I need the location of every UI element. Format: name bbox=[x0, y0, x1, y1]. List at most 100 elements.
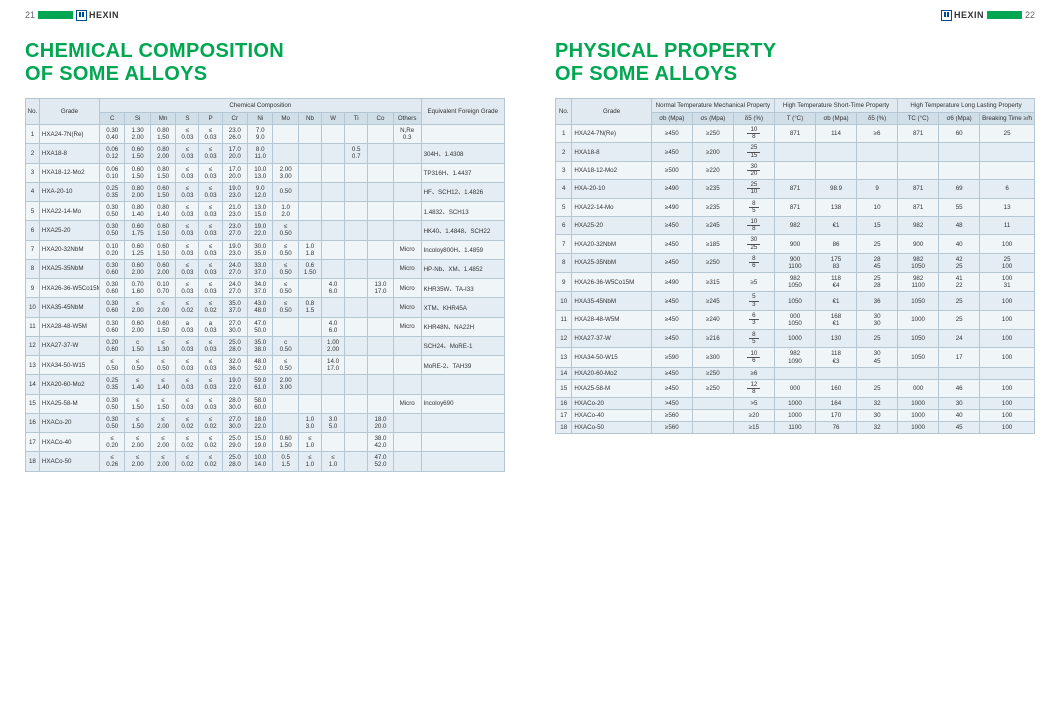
cell-ti bbox=[345, 240, 368, 259]
th-s: S bbox=[176, 113, 199, 125]
cell-os: ≥250 bbox=[692, 379, 733, 397]
cell-equiv: KHR48N、NA22H bbox=[421, 317, 504, 336]
cell-c: 0.300.50 bbox=[100, 202, 125, 221]
cell-tc: 900 bbox=[898, 235, 939, 253]
cell-no: 7 bbox=[556, 235, 572, 253]
cell-d: 36 bbox=[857, 292, 898, 310]
cell-grade: HXA27-37-W bbox=[572, 330, 651, 348]
page-21: 21 HEXIN CHEMICAL COMPOSITION OF SOME AL… bbox=[0, 0, 530, 705]
cell-others bbox=[393, 336, 421, 355]
cell-no: 3 bbox=[556, 161, 572, 179]
cell-equiv bbox=[421, 452, 504, 471]
cell-tc: 1000 bbox=[898, 422, 939, 434]
cell-s: ≤0.03 bbox=[176, 182, 199, 201]
cell-bt: 6 bbox=[980, 180, 1035, 198]
cell-c: 0.300.40 bbox=[100, 125, 125, 144]
cell-others: Micro bbox=[393, 394, 421, 413]
th-grade: Grade bbox=[39, 99, 99, 125]
cell-o: 25 bbox=[939, 292, 980, 310]
th-no: No. bbox=[26, 99, 40, 125]
cell-bt bbox=[980, 367, 1035, 379]
cell-ti bbox=[345, 279, 368, 298]
table-row: 2HXA18-8≥450≥2002515 bbox=[556, 143, 1035, 161]
cell-c: 0.200.60 bbox=[100, 336, 125, 355]
table-row: 7HXA20-32NbM≥450≥1853025900862590040100 bbox=[556, 235, 1035, 253]
cell-ni: 33.037.0 bbox=[248, 259, 273, 278]
cell-ob: ≥450 bbox=[651, 217, 692, 235]
cell-tc: 1050 bbox=[898, 330, 939, 348]
cell-t: 871 bbox=[774, 180, 815, 198]
cell-ni: 10.013.0 bbox=[248, 163, 273, 182]
cell-w: 4.06.0 bbox=[322, 279, 345, 298]
cell-grade: HXACo-40 bbox=[572, 410, 651, 422]
cell-d5: 86 bbox=[733, 253, 774, 272]
cell-os: ≥200 bbox=[692, 143, 733, 161]
cell-o: 60 bbox=[939, 125, 980, 143]
cell-no: 14 bbox=[26, 375, 40, 394]
cell-mn: ≤1.30 bbox=[150, 336, 175, 355]
cell-grade: HXA24-7N(Re) bbox=[39, 125, 99, 144]
cell-c: 0.060.12 bbox=[100, 144, 125, 163]
cell-d: 9 bbox=[857, 180, 898, 198]
table-row: 9HXA26-36-W5Co15M≥490≥315≥59821050118€42… bbox=[556, 273, 1035, 292]
cell-grade: HXA25-20 bbox=[39, 221, 99, 240]
cell-ob: ≥450 bbox=[651, 235, 692, 253]
cell-nb: ≤1.0 bbox=[298, 433, 321, 452]
cell-d5: 53 bbox=[733, 292, 774, 310]
cell-c: 0.300.60 bbox=[100, 298, 125, 317]
cell-mn: 0.602.00 bbox=[150, 259, 175, 278]
cell-si: 0.802.00 bbox=[125, 182, 150, 201]
cell-d: 15 bbox=[857, 217, 898, 235]
title-line1: PHYSICAL PROPERTY bbox=[555, 40, 776, 62]
page-number: 22 bbox=[1025, 10, 1035, 20]
page-22: HEXIN 22 PHYSICAL PROPERTY OF SOME ALLOY… bbox=[530, 0, 1060, 705]
cell-s: ≤0.03 bbox=[176, 144, 199, 163]
cell-ti bbox=[345, 452, 368, 471]
cell-d: 2528 bbox=[857, 273, 898, 292]
cell-t: 1000 bbox=[774, 398, 815, 410]
cell-si: ≤2.00 bbox=[125, 298, 150, 317]
cell-w: 14.017.0 bbox=[322, 356, 345, 375]
cell-no: 15 bbox=[556, 379, 572, 397]
cell-o bbox=[939, 143, 980, 161]
cell-os bbox=[692, 422, 733, 434]
cell-ni: 7.09.0 bbox=[248, 125, 273, 144]
cell-o: 40 bbox=[939, 410, 980, 422]
cell-mn: 0.601.50 bbox=[150, 317, 175, 336]
cell-grade: HXA25-20 bbox=[572, 217, 651, 235]
cell-no: 18 bbox=[556, 422, 572, 434]
cell-o: 40 bbox=[939, 235, 980, 253]
cell-mn: ≤1.40 bbox=[150, 375, 175, 394]
cell-o: 69 bbox=[939, 180, 980, 198]
cell-cb: 86 bbox=[816, 235, 857, 253]
cell-grade: HXA20-32NbM bbox=[572, 235, 651, 253]
cell-d bbox=[857, 143, 898, 161]
cell-si: ≤1.40 bbox=[125, 375, 150, 394]
cell-grade: HXACo-50 bbox=[572, 422, 651, 434]
cell-equiv: Incoloy690 bbox=[421, 394, 504, 413]
cell-cr: 25.028.0 bbox=[222, 336, 247, 355]
cell-nb bbox=[298, 144, 321, 163]
table-row: 10HXA35-45NbM0.300.60≤2.00≤2.00≤0.02≤0.0… bbox=[26, 298, 505, 317]
cell-t bbox=[774, 143, 815, 161]
cell-nb bbox=[298, 336, 321, 355]
cell-os: ≥185 bbox=[692, 235, 733, 253]
cell-s: a0.03 bbox=[176, 317, 199, 336]
cell-no: 1 bbox=[556, 125, 572, 143]
cell-t: 900 bbox=[774, 235, 815, 253]
th-ti: Ti bbox=[345, 113, 368, 125]
cell-t: 9001100 bbox=[774, 253, 815, 272]
cell-co bbox=[368, 298, 393, 317]
cell-cr: 17.020.0 bbox=[222, 144, 247, 163]
th-no: No. bbox=[556, 99, 572, 125]
cell-c: 0.300.60 bbox=[100, 317, 125, 336]
cell-mo bbox=[273, 413, 298, 432]
cell-p: ≤0.03 bbox=[199, 394, 222, 413]
cell-co bbox=[368, 182, 393, 201]
cell-ob: ≥490 bbox=[651, 273, 692, 292]
cell-cr: 28.030.0 bbox=[222, 394, 247, 413]
cell-ni: 15.019.0 bbox=[248, 433, 273, 452]
cell-nb bbox=[298, 356, 321, 375]
cell-t: 871 bbox=[774, 125, 815, 143]
cell-d bbox=[857, 367, 898, 379]
